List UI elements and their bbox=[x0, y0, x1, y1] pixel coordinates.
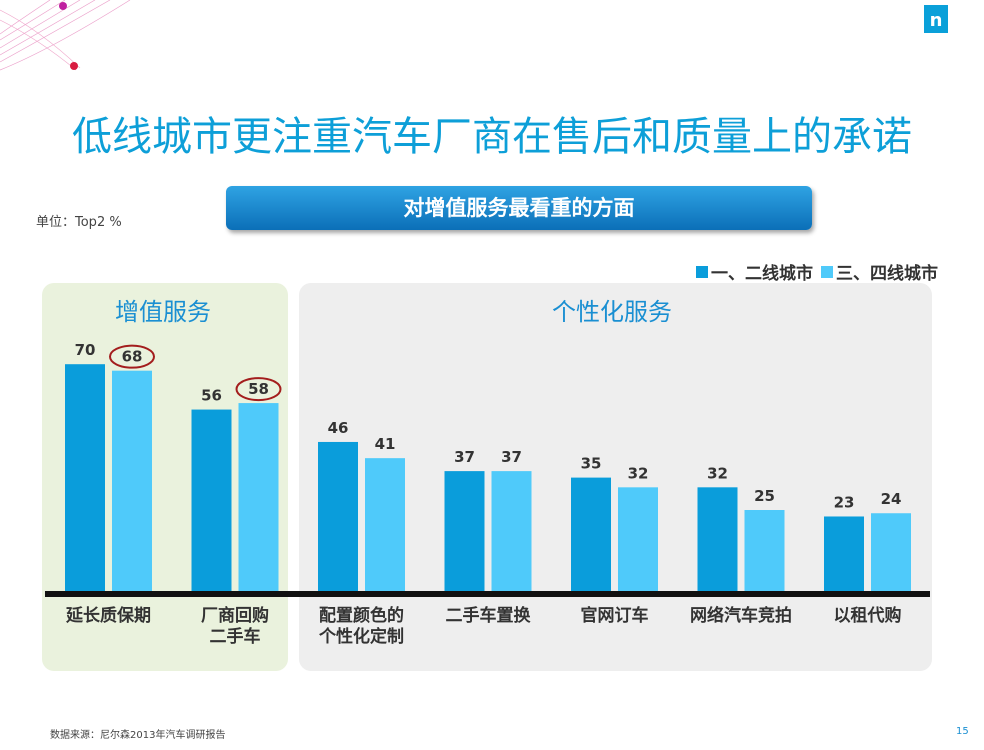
group-title-value-added: 增值服务 bbox=[115, 298, 211, 326]
bar-2-5 bbox=[744, 510, 785, 591]
legend-item-series2: 三、四线城市 bbox=[821, 259, 938, 284]
data-label-2-1: 58 bbox=[248, 380, 269, 398]
category-label-0: 延长质保期 bbox=[65, 605, 151, 626]
highlight-circle-1 bbox=[235, 377, 282, 402]
page-number: 15 bbox=[956, 726, 969, 737]
data-label-1-6: 23 bbox=[834, 493, 855, 511]
bar-1-1 bbox=[191, 409, 232, 591]
category-label-2: 配置颜色的个性化定制 bbox=[318, 605, 404, 647]
bar-2-1 bbox=[238, 403, 279, 591]
data-label-2-4: 32 bbox=[628, 464, 649, 482]
data-label-1-1: 56 bbox=[201, 387, 222, 405]
chart-subtitle-banner: 对增值服务最看重的方面 bbox=[226, 186, 812, 230]
category-label-3: 二手车置换 bbox=[446, 605, 532, 626]
data-label-2-5: 25 bbox=[754, 487, 775, 505]
nielsen-logo: n bbox=[924, 5, 948, 33]
data-label-2-0: 68 bbox=[122, 348, 143, 366]
data-label-1-0: 70 bbox=[75, 341, 96, 359]
chart-legend: 一、二线城市 三、四线城市 bbox=[692, 259, 938, 284]
category-label-4: 官网订车 bbox=[581, 605, 649, 626]
unit-label: 单位：Top2 % bbox=[36, 215, 122, 230]
x-axis-baseline bbox=[45, 591, 930, 597]
bar-2-4 bbox=[618, 487, 658, 591]
data-label-2-6: 24 bbox=[881, 490, 902, 508]
bar-2-2 bbox=[365, 458, 405, 591]
legend-label-series1: 一、二线城市 bbox=[711, 264, 813, 284]
data-label-1-3: 37 bbox=[454, 448, 475, 466]
decorative-corner-lines bbox=[0, 0, 131, 71]
category-label-1: 厂商回购二手车 bbox=[201, 605, 269, 647]
bar-2-3 bbox=[491, 471, 532, 591]
category-label-5: 网络汽车竞拍 bbox=[690, 605, 792, 626]
bar-1-4 bbox=[571, 477, 611, 591]
data-label-2-2: 41 bbox=[375, 435, 396, 453]
data-source-note: 数据来源：尼尔森2013年汽车调研报告 bbox=[50, 730, 226, 741]
legend-label-series2: 三、四线城市 bbox=[836, 264, 938, 284]
data-label-1-2: 46 bbox=[328, 419, 349, 437]
bar-2-6 bbox=[871, 513, 911, 591]
bar-1-5 bbox=[697, 487, 738, 591]
legend-swatch-series2 bbox=[821, 265, 833, 278]
bar-2-0 bbox=[112, 370, 152, 591]
bar-1-3 bbox=[444, 471, 485, 591]
page-title: 低线城市更注重汽车厂商在售后和质量上的承诺 bbox=[72, 114, 912, 160]
bar-1-6 bbox=[824, 516, 864, 591]
bar-1-2 bbox=[318, 441, 358, 591]
legend-item-series1: 一、二线城市 bbox=[696, 259, 813, 284]
data-label-2-3: 37 bbox=[501, 448, 522, 466]
legend-swatch-series1 bbox=[696, 265, 708, 278]
category-label-6: 以租代购 bbox=[834, 605, 902, 626]
bar-1-0 bbox=[65, 364, 105, 591]
data-label-1-4: 35 bbox=[581, 455, 602, 473]
group-title-personalized: 个性化服务 bbox=[552, 298, 672, 326]
highlight-circle-0 bbox=[109, 344, 155, 369]
data-label-1-5: 32 bbox=[707, 464, 728, 482]
